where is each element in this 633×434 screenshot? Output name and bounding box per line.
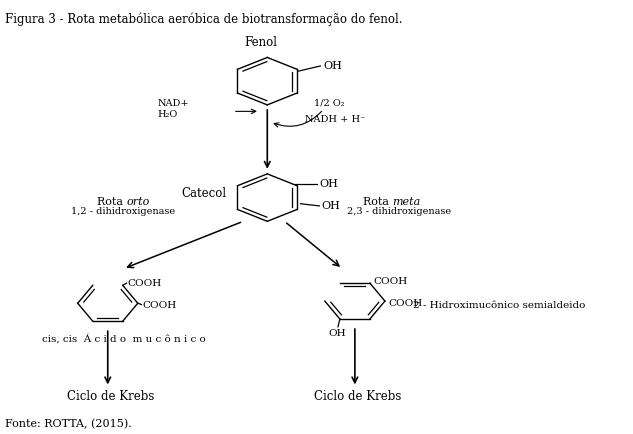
Text: Catecol: Catecol [182, 187, 227, 200]
Text: 1/2 O₂: 1/2 O₂ [314, 98, 345, 107]
Text: Ciclo de Krebs: Ciclo de Krebs [315, 390, 402, 403]
Text: COOH: COOH [143, 301, 177, 310]
Text: meta: meta [392, 197, 421, 207]
Text: OH: OH [328, 329, 346, 338]
Text: Rota: Rota [363, 197, 392, 207]
Text: OH: OH [319, 179, 338, 189]
Text: orto: orto [127, 197, 150, 207]
Text: Rota: Rota [97, 197, 127, 207]
Text: 2 - Hidroximucônico semialdeido: 2 - Hidroximucônico semialdeido [413, 301, 586, 310]
Text: OH: OH [321, 201, 340, 211]
Text: COOH: COOH [128, 279, 162, 288]
Text: 2,3 - dihidroxigenase: 2,3 - dihidroxigenase [347, 207, 451, 216]
Text: OH: OH [323, 61, 342, 71]
Text: Ciclo de Krebs: Ciclo de Krebs [67, 390, 154, 403]
Text: cis, cis  Á c i d o  m u c ô n i c o: cis, cis Á c i d o m u c ô n i c o [42, 333, 205, 343]
Text: COOH: COOH [389, 299, 423, 308]
Text: NADH + H⁻: NADH + H⁻ [305, 115, 365, 125]
Text: Figura 3 - Rota metabólica aeróbica de biotransformação do fenol.: Figura 3 - Rota metabólica aeróbica de b… [4, 12, 402, 26]
Text: COOH: COOH [373, 276, 408, 286]
Text: Fenol: Fenol [244, 36, 277, 49]
Text: Fonte: ROTTA, (2015).: Fonte: ROTTA, (2015). [4, 419, 131, 429]
Text: 1,2 - dihidroxigenase: 1,2 - dihidroxigenase [72, 207, 175, 216]
Text: NAD+
H₂O: NAD+ H₂O [158, 99, 189, 119]
